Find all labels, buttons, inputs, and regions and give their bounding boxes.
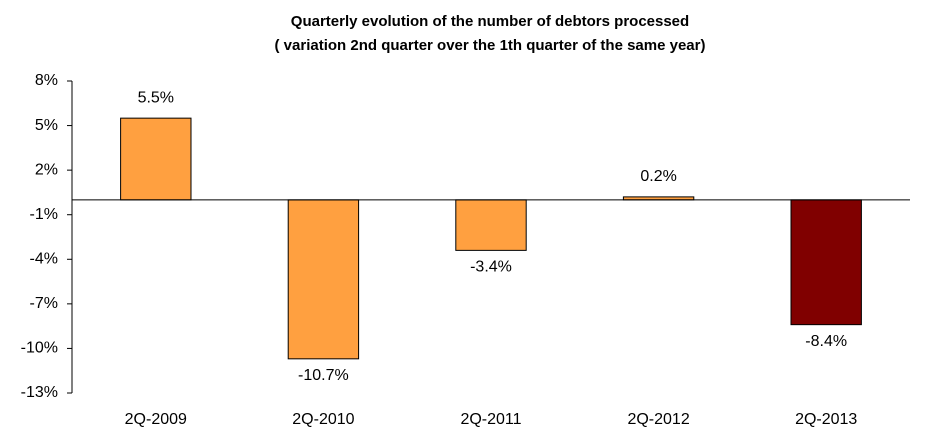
bar	[287, 199, 360, 360]
data-label: -10.7%	[298, 367, 349, 384]
bar	[120, 117, 192, 201]
x-tick-label: 2Q-2009	[125, 411, 187, 428]
chart-subtitle: ( variation 2nd quarter over the 1th qua…	[275, 37, 706, 54]
y-tick-label: -13%	[21, 384, 58, 401]
y-tick-label: -7%	[30, 295, 58, 312]
y-tick-label: 5%	[35, 117, 58, 134]
data-label: -8.4%	[805, 333, 847, 350]
y-tick-label: -1%	[30, 206, 58, 223]
data-label: 5.5%	[138, 89, 174, 106]
y-tick-label: 8%	[35, 72, 58, 89]
x-tick-label: 2Q-2013	[795, 411, 857, 428]
data-label: -3.4%	[470, 259, 512, 276]
y-tick-label: 2%	[35, 161, 58, 178]
x-tick-label: 2Q-2012	[627, 411, 689, 428]
x-tick-label: 2Q-2010	[292, 411, 354, 428]
chart-title: Quarterly evolution of the number of deb…	[291, 13, 689, 30]
data-label: 0.2%	[640, 168, 676, 185]
bar	[455, 199, 527, 251]
bar	[790, 199, 862, 326]
y-tick-label: -4%	[30, 251, 58, 268]
y-tick-label: -10%	[21, 340, 58, 357]
x-tick-label: 2Q-2011	[460, 411, 521, 428]
